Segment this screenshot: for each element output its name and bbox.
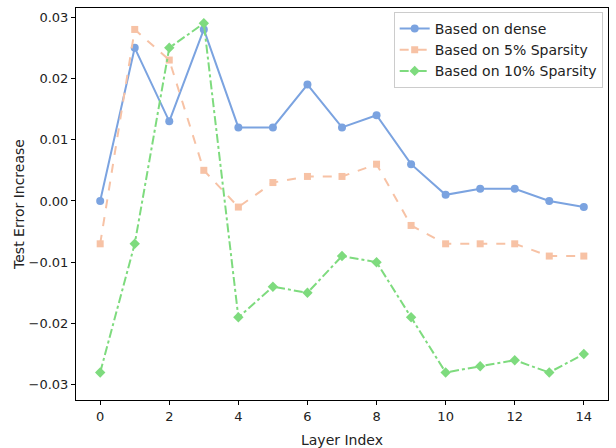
svg-text:Based on 5% Sparsity: Based on 5% Sparsity	[435, 42, 588, 58]
svg-text:2: 2	[165, 409, 173, 424]
svg-text:10: 10	[437, 409, 454, 424]
svg-text:−0.01: −0.01	[29, 255, 69, 270]
svg-text:0.02: 0.02	[39, 71, 68, 86]
svg-text:4: 4	[234, 409, 242, 424]
svg-text:Based on 10% Sparsity: Based on 10% Sparsity	[435, 63, 597, 79]
svg-text:6: 6	[303, 409, 311, 424]
svg-text:Test Error Increase: Test Error Increase	[11, 139, 27, 270]
svg-text:0: 0	[96, 409, 104, 424]
svg-text:Layer Index: Layer Index	[301, 432, 383, 448]
svg-text:Based on dense: Based on dense	[435, 21, 547, 37]
svg-text:−0.03: −0.03	[29, 377, 69, 392]
svg-text:8: 8	[372, 409, 380, 424]
svg-text:0.00: 0.00	[39, 193, 68, 208]
svg-text:14: 14	[576, 409, 593, 424]
svg-text:−0.02: −0.02	[29, 316, 69, 331]
svg-text:0.03: 0.03	[39, 10, 68, 25]
svg-text:12: 12	[506, 409, 523, 424]
svg-text:0.01: 0.01	[39, 132, 68, 147]
